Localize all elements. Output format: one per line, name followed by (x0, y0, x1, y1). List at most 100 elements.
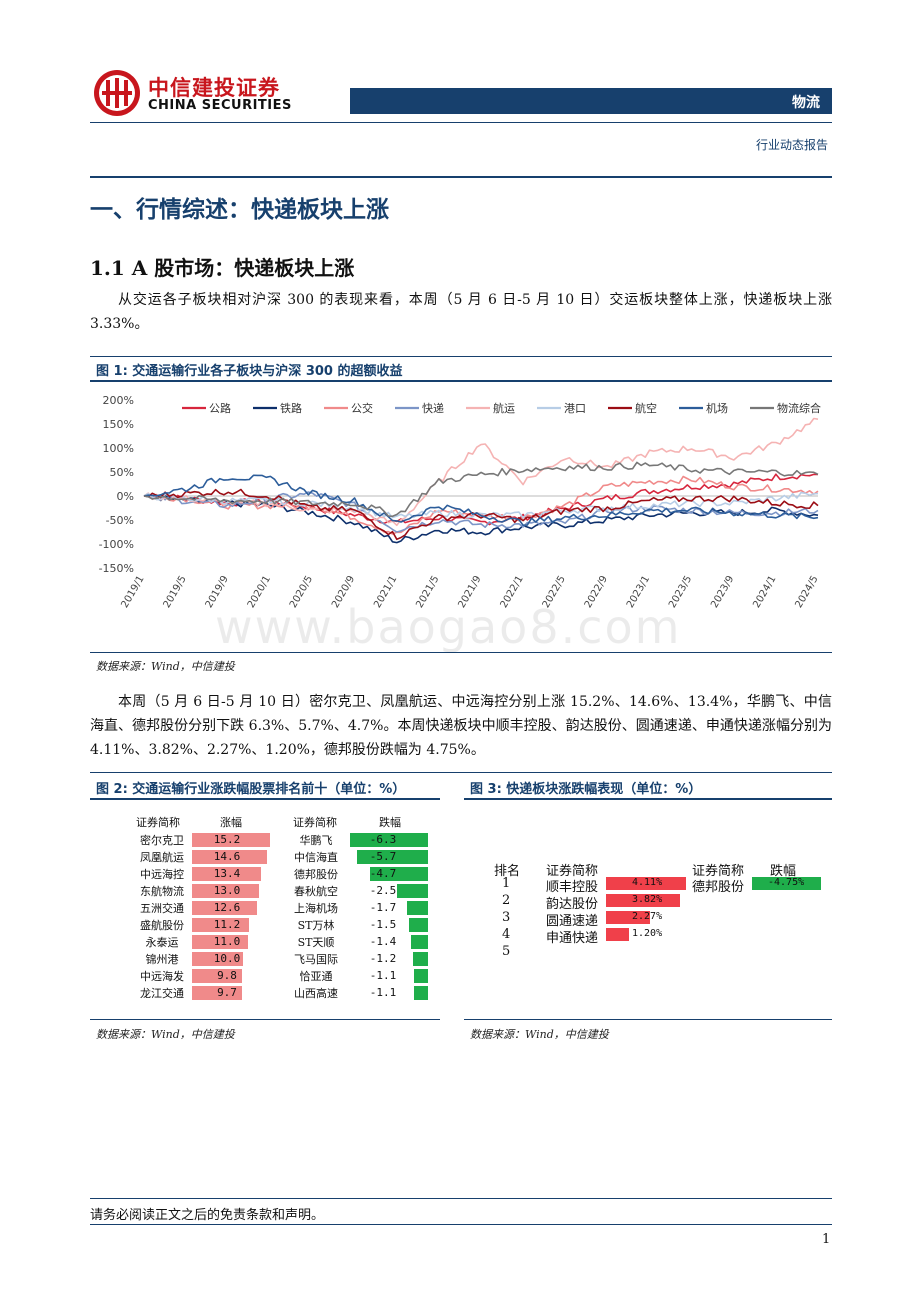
fig2-down-bar (414, 986, 428, 1000)
legend-label: 航运 (493, 401, 515, 415)
fig2-up-value: 12.6 (213, 901, 241, 914)
y-tick-label: -150% (99, 562, 134, 575)
fig1-rule-bottom (90, 652, 832, 653)
fig2-down-bar (414, 969, 428, 983)
fig2-up-bar (192, 867, 261, 881)
fig3-rank: 4 (502, 927, 511, 942)
fig2-up-value: 11.2 (213, 918, 241, 931)
fig2-rule-bottom (90, 1019, 440, 1020)
brand-name-en: CHINA SECURITIES (148, 98, 292, 113)
fig3-rank: 2 (502, 893, 511, 908)
fig2-title: 图 2: 交通运输行业涨跌幅股票排名前十（单位：%） (96, 782, 406, 797)
fig3-value: 2.27% (632, 911, 663, 922)
china-securities-logo-icon (94, 70, 140, 116)
fig3-down-name: 德邦股份 (692, 880, 745, 895)
fig3-up-bar (606, 911, 651, 924)
section-rule-top (90, 176, 832, 178)
series-line-航空 (143, 488, 819, 541)
fig2-down-value: -5.7 (369, 850, 397, 863)
fig2-down-name: ST天顺 (297, 936, 335, 949)
fig2-down-bar (369, 867, 428, 881)
fig2-up-value: 14.6 (213, 850, 241, 863)
fig2-down-value: -4.7 (369, 867, 397, 880)
fig3-rank: 5 (502, 944, 511, 959)
fig3-value: 3.82% (632, 894, 663, 905)
fig2-ranking-table: 证券简称 涨幅 证券简称 跌幅 密尔克卫 15.2 华鹏飞 -6.3 凤凰航运 14.6 中… (90, 812, 440, 1012)
fig1-source: 数据来源：Wind，中信建投 (96, 660, 235, 673)
fig2-down-bar (357, 850, 428, 864)
fig2-up-value: 11.0 (213, 935, 241, 948)
fig2-down-name: 中信海直 (294, 851, 338, 864)
y-tick-label: 200% (103, 394, 134, 407)
fig2-down-name: 华鹏飞 (299, 834, 333, 847)
y-tick-label: -50% (106, 514, 134, 527)
fig2-head-up: 涨幅 (220, 816, 242, 829)
header-rule (90, 122, 832, 123)
fig2-down-value: -1.4 (369, 935, 397, 948)
legend-label: 机场 (706, 401, 728, 415)
y-tick-label: 50% (110, 466, 134, 479)
footer-rule-2 (90, 1224, 832, 1225)
fig3-head-name2: 证券简称 (692, 864, 745, 879)
fig3-up-bar (606, 894, 681, 907)
fig3-up-bar (606, 877, 686, 890)
fig3-name: 申通快递 (546, 931, 599, 946)
fig3-title: 图 3: 快递板块涨跌幅表现（单位：%） (470, 782, 702, 797)
fig3-value: 4.11% (632, 877, 663, 888)
fig2-up-value: 13.0 (213, 884, 241, 897)
legend-label: 铁路 (280, 402, 302, 415)
fig2-up-value: 13.4 (213, 867, 241, 880)
x-tick-label: 2019/1 (119, 574, 146, 610)
page-number: 1 (822, 1232, 831, 1247)
x-tick-label: 2023/9 (709, 574, 736, 610)
legend-label: 航空 (635, 401, 657, 415)
report-type: 行业动态报告 (755, 138, 828, 152)
fig2-up-bar (192, 850, 267, 864)
sector-band: 物流 (350, 88, 832, 114)
fig3-value: 1.20% (632, 928, 663, 939)
fig23-rule-top (90, 772, 832, 773)
fig2-rule-mid (90, 798, 440, 800)
fig2-up-bar (192, 833, 270, 847)
series-line-航运 (143, 417, 819, 527)
paragraph-1: 从交运各子板块相对沪深 300 的表现来看，本周（5 月 6 日-5 月 10 … (90, 292, 832, 332)
fig2-source: 数据来源：Wind，中信建投 (96, 1028, 235, 1041)
legend-label: 公交 (351, 401, 373, 415)
fig3-rule-bottom (464, 1019, 832, 1020)
fig2-down-bar (410, 935, 428, 949)
legend-label: 快递 (422, 401, 444, 415)
fig2-up-name: 密尔克卫 (140, 834, 184, 847)
excess-return-line-chart: 200% 150% 100% 50% 0% -50% -100% -150%2019/1 201… (99, 394, 821, 610)
fig2-up-value: 9.8 (217, 969, 237, 982)
fig2-down-bar (406, 901, 428, 915)
watermark: www.baogao8.com (215, 600, 682, 654)
fig2-up-bar (192, 969, 243, 983)
fig2-up-bar (192, 884, 259, 898)
fig2-up-bar (192, 935, 249, 949)
fig1-rule-top (90, 356, 832, 357)
fig3-head-name: 证券简称 (546, 864, 599, 879)
fig2-up-name: 盛航股份 (140, 919, 184, 932)
fig2-up-name: 锦州港 (145, 953, 179, 966)
fig2-down-value: -1.2 (369, 952, 397, 965)
fig1-rule-mid (90, 380, 832, 382)
fig2-down-name: 春秋航空 (294, 885, 338, 898)
fig2-down-name: 飞马国际 (294, 953, 338, 966)
fig3-name: 韵达股份 (546, 897, 599, 912)
x-tick-label: 2024/1 (751, 574, 778, 610)
fig2-up-name: 中远海控 (140, 868, 184, 881)
x-tick-label: 2019/5 (162, 574, 189, 610)
fig3-rank: 3 (502, 910, 511, 925)
fig3-down-value: -4.75% (768, 877, 805, 888)
fig2-head-down: 跌幅 (379, 816, 401, 829)
fig2-down-bar (413, 952, 428, 966)
sector-label: 物流 (792, 95, 820, 111)
fig2-up-bar (192, 901, 257, 915)
legend-label: 港口 (564, 402, 586, 415)
fig3-rule-mid (464, 798, 832, 800)
x-tick-label: 2024/5 (793, 574, 820, 610)
fig2-up-bar (192, 952, 244, 966)
fig2-up-name: 龙江交通 (140, 987, 184, 1000)
series-line-物流综合 (143, 461, 819, 518)
paragraph-2: 本周（5 月 6 日-5 月 10 日）密尔克卫、凤凰航运、中远海控分别上涨 1… (90, 694, 832, 758)
